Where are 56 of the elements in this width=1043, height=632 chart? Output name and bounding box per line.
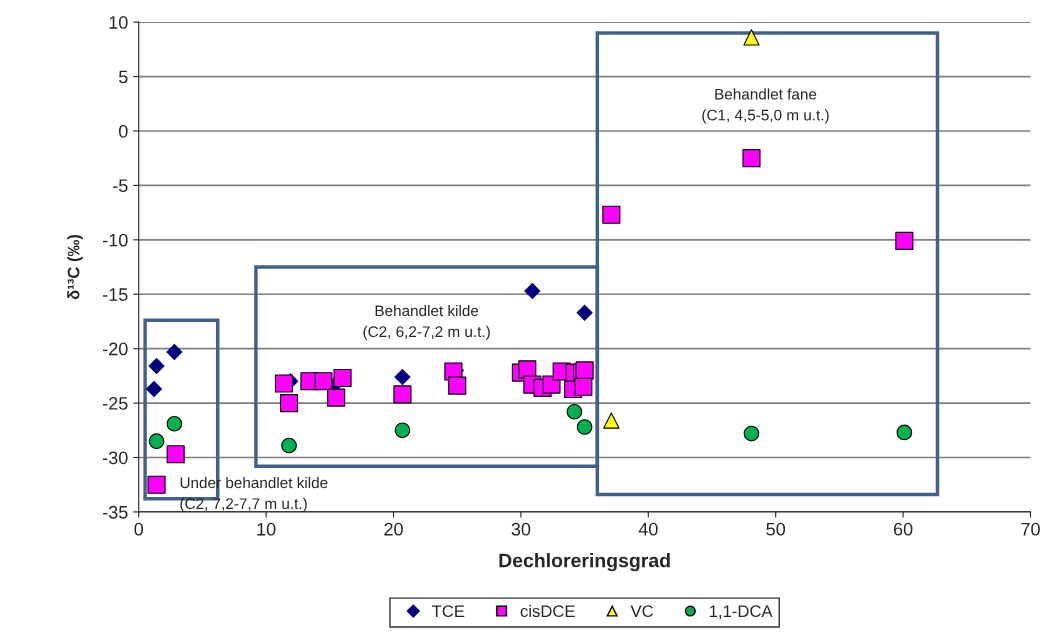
annotation: Behandlet kilde (C2, 6,2-7,2 m u.t.) (363, 304, 490, 341)
x-tick-label: 40 (638, 522, 658, 536)
legend-label: TCE (432, 605, 465, 618)
point (148, 357, 165, 375)
point (576, 304, 593, 321)
legend-label: VC (630, 605, 654, 618)
point (314, 372, 333, 391)
x-tick-label: 70 (1021, 522, 1040, 536)
point (166, 343, 183, 361)
point (524, 282, 541, 300)
point (333, 368, 352, 388)
point (274, 374, 294, 393)
y-axis-title: δ¹³C (‰) (67, 235, 83, 300)
y-tick-label: -5 (113, 179, 128, 193)
legend-label: cisDCE (520, 604, 575, 618)
point (148, 433, 165, 450)
point (279, 394, 299, 413)
point (166, 415, 183, 432)
y-tick-label: -25 (103, 397, 128, 410)
x-tick-label: 20 (384, 522, 403, 536)
point (602, 205, 621, 224)
point (394, 368, 411, 386)
point (743, 425, 760, 442)
x-tick-label: 60 (893, 522, 913, 536)
y-tick-label: -10 (103, 233, 128, 247)
y-tick-label: -30 (103, 451, 128, 465)
point (743, 29, 760, 46)
legend-label: 1,1-DCA (709, 605, 773, 620)
point (448, 376, 467, 395)
y-tick-label: -35 (103, 505, 128, 519)
point (394, 422, 411, 439)
x-tick-label: 30 (511, 522, 531, 536)
point (393, 385, 412, 404)
point (603, 412, 620, 429)
point (145, 380, 163, 398)
point (281, 437, 297, 454)
x-axis-title: Dechloreringsgrad (499, 553, 670, 572)
point (895, 231, 914, 250)
y-tick-label: -15 (103, 288, 128, 301)
point (576, 419, 593, 435)
x-tick-label: 10 (257, 522, 276, 536)
annotation: Behandlet fane (C1, 4,5-5,0 m u.t.) (702, 88, 829, 124)
point (147, 475, 166, 494)
point (327, 388, 346, 407)
y-tick-label: -20 (103, 342, 128, 356)
point (896, 424, 913, 441)
x-tick-label: 50 (766, 522, 786, 536)
point (518, 360, 537, 379)
point (166, 445, 185, 464)
x-tick-label: 0 (134, 522, 144, 536)
point (742, 149, 761, 168)
y-tick-label: 0 (118, 124, 128, 138)
y-tick-label: 10 (109, 16, 128, 29)
point (574, 377, 593, 396)
point (566, 403, 583, 420)
y-tick-label: 5 (118, 70, 128, 84)
